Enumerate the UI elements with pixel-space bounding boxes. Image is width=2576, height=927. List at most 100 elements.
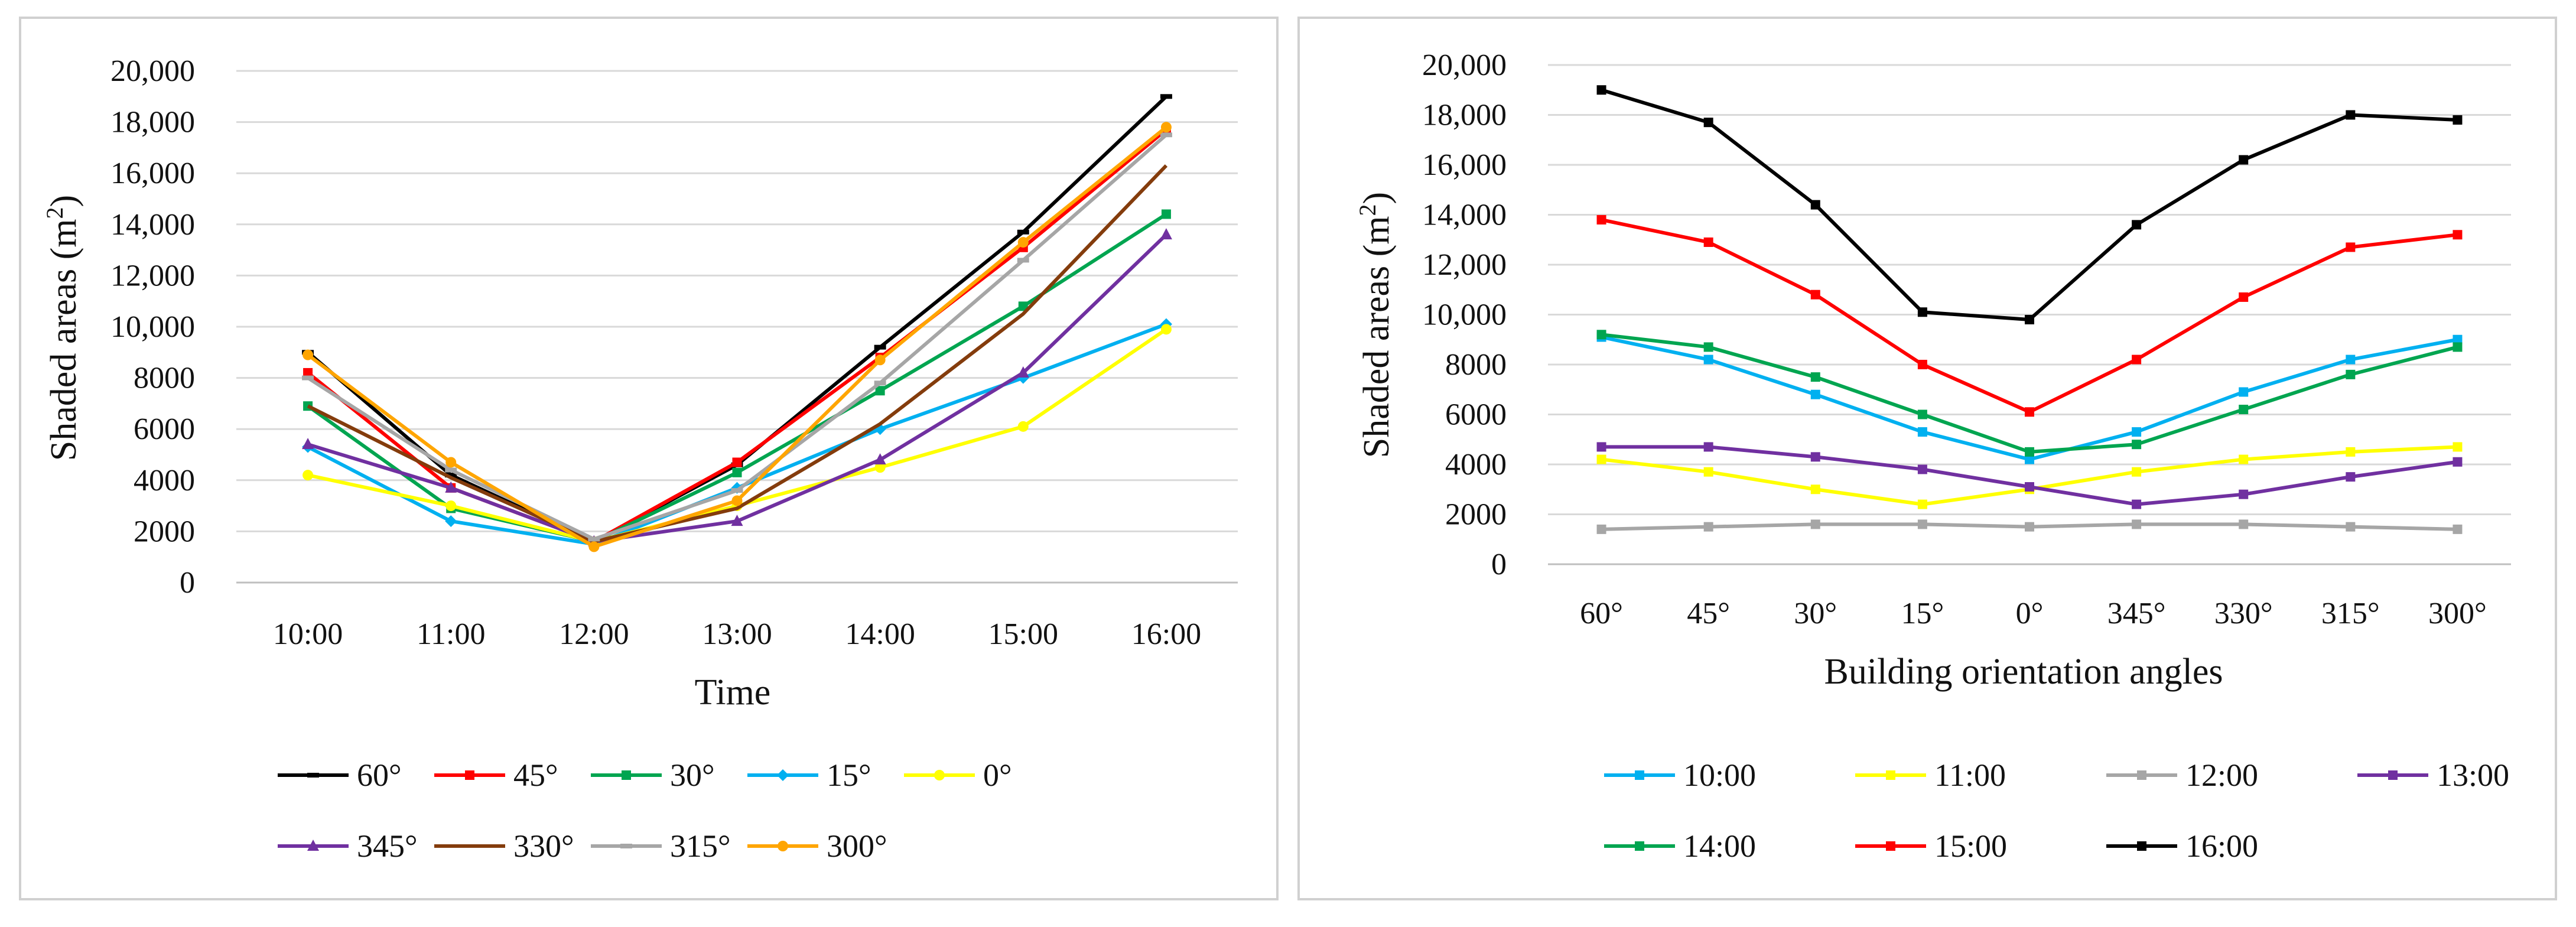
left-legend-label: 45° (513, 757, 558, 793)
right-data-point-1400 (2346, 369, 2356, 379)
left-legend-item-60-deg: 60° (278, 757, 402, 793)
right-legend-label: 15:00 (1934, 828, 2007, 864)
right-legend-label: 16:00 (2185, 828, 2258, 864)
left-x-tick-label: 10:00 (273, 617, 343, 651)
right-data-point-1600 (2025, 314, 2034, 324)
left-x-tick-label: 12:00 (559, 617, 629, 651)
right-y-tick-label: 0 (1491, 548, 1507, 581)
right-data-point-1300 (2453, 457, 2463, 467)
right-x-tick-label: 45° (1687, 597, 1730, 630)
left-y-tick-label: 16,000 (110, 157, 195, 190)
left-data-point-345-deg (445, 481, 457, 493)
right-data-point-1200 (2025, 522, 2034, 532)
left-data-point-60-deg (1017, 229, 1029, 235)
right-data-point-1000 (2239, 387, 2249, 397)
right-data-point-1000 (2025, 454, 2034, 464)
right-data-point-1600 (2346, 110, 2356, 120)
right-data-point-1300 (1596, 442, 1606, 452)
right-y-tick-label: 12,000 (1422, 248, 1507, 282)
left-y-tick-label: 18,000 (110, 106, 195, 139)
right-y-tick-label: 14,000 (1422, 199, 1507, 232)
left-data-point-345-deg (731, 515, 743, 526)
right-data-point-1200 (2453, 524, 2463, 534)
right-x-tick-label: 330° (2214, 597, 2273, 630)
right-data-point-1300 (1917, 464, 1927, 474)
left-legend-label: 315° (670, 828, 731, 864)
right-x-tick-label: 60° (1580, 597, 1623, 630)
left-data-point-300-deg (445, 457, 457, 468)
right-data-point-1000 (1703, 354, 1713, 365)
left-data-point-315-deg (874, 380, 886, 386)
right-series-1400 (1596, 330, 2463, 457)
left-x-tick-label: 15:00 (988, 617, 1058, 651)
right-data-point-1200 (2346, 522, 2356, 532)
right-data-point-1100 (2453, 442, 2463, 452)
right-data-point-1500 (1703, 237, 1713, 247)
left-data-point-300-deg (731, 495, 743, 506)
right-data-point-1600 (2239, 155, 2249, 165)
left-data-point-345-deg (302, 438, 314, 450)
left-data-point-345-deg (1160, 228, 1172, 240)
left-legend-label: 330° (513, 828, 574, 864)
left-legend-label: 0° (983, 757, 1012, 793)
right-legend-item-1400: 14:00 (1604, 828, 1756, 864)
left-legend-item-30-deg: 30° (591, 757, 715, 793)
right-series-1500 (1596, 214, 2463, 417)
left-legend-item-45-deg: 45° (434, 757, 558, 793)
right-data-point-1000 (1810, 389, 1820, 399)
right-y-tick-label: 6000 (1445, 398, 1507, 432)
right-data-point-1400 (1703, 342, 1713, 352)
left-data-point-315-deg (1160, 132, 1172, 138)
left-data-point-300-deg (588, 541, 600, 552)
right-y-tick-label: 20,000 (1422, 48, 1507, 82)
right-data-point-1200 (2239, 519, 2249, 529)
left-x-tick-label: 11:00 (417, 617, 486, 651)
right-data-point-1600 (2453, 115, 2463, 125)
right-data-point-1500 (1596, 214, 1606, 225)
left-data-point-345-deg (1017, 366, 1029, 378)
left-legend-marker (620, 844, 632, 848)
right-y-tick-label: 18,000 (1422, 99, 1507, 132)
left-data-point-45-deg (303, 367, 313, 378)
left-y-axis-title: Shaded areas (m2) (41, 195, 84, 461)
right-legend-marker (1635, 841, 1644, 851)
right-legend-item-1600: 16:00 (2106, 828, 2258, 864)
right-y-tick-label: 8000 (1445, 348, 1507, 382)
right-legend-label: 10:00 (1683, 757, 1756, 793)
left-legend-marker (777, 769, 789, 781)
right-data-point-1200 (1917, 519, 1927, 529)
right-data-point-1400 (2025, 447, 2034, 457)
left-legend-marker (307, 840, 319, 851)
left-data-point-345-deg (874, 453, 886, 465)
right-data-point-1100 (2239, 454, 2249, 464)
right-data-point-1300 (2132, 499, 2142, 509)
right-data-point-1200 (1596, 524, 1606, 534)
left-data-point-300-deg (1160, 122, 1172, 133)
left-legend-item-315-deg: 315° (591, 828, 731, 864)
left-plot-area: 0 2000 4000 6000 8000 10,000 12,000 14,000 16,00… (110, 54, 1238, 651)
right-data-point-1400 (2239, 405, 2249, 415)
right-data-point-1000 (2453, 334, 2463, 344)
right-x-tick-label: 15° (1901, 597, 1944, 630)
right-data-point-1300 (2025, 482, 2034, 492)
left-data-point-30-deg (1161, 209, 1171, 219)
right-data-point-1100 (1596, 454, 1606, 464)
right-legend-label: 13:00 (2437, 757, 2509, 793)
right-legend-label: 12:00 (2185, 757, 2258, 793)
left-data-point-300-deg (1017, 237, 1029, 248)
left-data-point-60-deg (445, 473, 457, 478)
left-y-tick-label: 12,000 (110, 259, 195, 292)
right-data-point-1100 (1703, 467, 1713, 477)
right-data-point-1600 (2132, 220, 2142, 230)
right-legend-label: 14:00 (1683, 828, 1756, 864)
left-legend-label: 300° (827, 828, 887, 864)
right-y-tick-label: 2000 (1445, 498, 1507, 532)
right-data-point-1600 (1703, 118, 1713, 128)
left-data-point-15-deg (445, 515, 457, 528)
left-legend-label: 60° (357, 757, 402, 793)
left-y-tick-label: 20,000 (110, 54, 195, 88)
left-y-tick-label: 10,000 (110, 310, 195, 344)
left-legend-item-300-deg: 300° (747, 828, 887, 864)
